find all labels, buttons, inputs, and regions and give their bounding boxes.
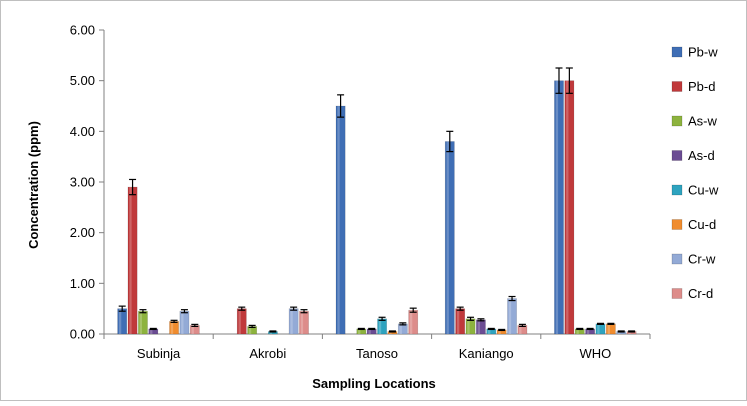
bar-highlight [488,328,491,334]
bar-highlight [269,331,272,334]
legend-swatch-pb-d [671,81,683,92]
legend-swatch-cu-d [671,219,683,230]
bar-highlight [618,331,621,334]
legend-label-pb-w: Pb-w [688,45,718,60]
bar-highlight [607,323,610,334]
bar-highlight [467,318,470,334]
bar-highlight [399,323,402,334]
bar-highlight [498,329,501,334]
y-tick-label: 5.00 [70,73,95,88]
bar-highlight [118,308,122,334]
x-axis-title: Sampling Locations [312,376,436,391]
bar-highlight [238,308,241,334]
bar-highlight [358,328,361,334]
legend-label-as-w: As-w [688,114,718,129]
bar-highlight [191,325,194,334]
legend-swatch-pb-w [671,46,683,58]
legend-label-pb-d: Pb-d [688,79,715,94]
bar-highlight [409,310,413,334]
y-axis-title: Concentration (ppm) [26,121,41,249]
legend-swatch-as-d [671,150,683,161]
y-tick-label: 6.00 [70,23,95,38]
legend-label-as-d: As-d [688,148,715,163]
bar-highlight [139,311,143,334]
legend-label-cr-d: Cr-d [688,286,713,301]
bars [117,67,637,335]
bar-highlight [150,328,153,334]
legend-label-cu-w: Cu-w [688,183,719,198]
y-tick-label: 0.00 [70,327,95,342]
x-axis: Subinja Akrobi Tanoso Kaniango WHO [103,333,651,361]
bar-highlight [378,318,382,334]
bar-highlight [456,308,460,334]
bar-highlight [368,328,371,334]
bar-highlight [586,328,590,334]
bar-highlight [576,328,579,334]
y-axis: 0.00 1.00 2.00 3.00 4.00 5.00 6.00 [70,23,105,342]
x-tick-label: Kaniango [459,346,514,361]
bar-highlight [597,323,600,334]
x-tick-label: Subinja [137,346,181,361]
bar-pb-w-subinja [117,308,128,335]
legend: Pb-w Pb-d As-w As-d Cu-w Cu-d Cr-w Cr-d [671,45,719,301]
legend-swatch-cr-w [671,253,683,265]
y-tick-label: 2.00 [70,225,95,240]
y-tick-label: 1.00 [70,276,95,291]
bar-highlight [628,331,631,334]
legend-swatch-as-w [671,115,683,127]
x-tick-label: Tanoso [356,346,398,361]
y-tick-label: 4.00 [70,124,95,139]
bar-highlight [337,106,340,334]
bar-highlight [566,80,569,335]
bar-highlight [389,331,392,334]
bar-highlight [290,308,293,334]
y-tick-label: 3.00 [70,175,95,190]
legend-label-cu-d: Cu-d [688,217,716,232]
x-tick-label: Akrobi [249,346,286,361]
bar-highlight [519,325,522,334]
legend-swatch-cr-d [671,288,683,299]
bar-highlight [446,141,449,334]
legend-swatch-cu-w [671,184,683,196]
bar-highlight [248,326,252,334]
legend-label-cr-w: Cr-w [688,252,716,267]
bar-highlight [555,80,559,335]
bar-highlight [477,319,480,334]
bar-highlight [170,321,174,334]
bar-highlight [300,311,304,334]
bar-highlight [181,311,184,334]
x-tick-label: WHO [580,346,612,361]
bar-highlight [129,187,132,334]
bar-highlight [508,298,512,334]
